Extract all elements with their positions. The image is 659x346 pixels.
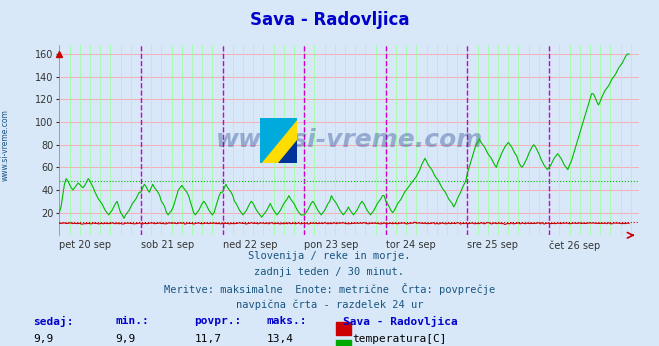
Text: Sava - Radovljica: Sava - Radovljica	[343, 316, 457, 327]
Text: Meritve: maksimalne  Enote: metrične  Črta: povprečje: Meritve: maksimalne Enote: metrične Črta…	[164, 283, 495, 295]
Text: pet 20 sep: pet 20 sep	[59, 240, 111, 251]
Text: povpr.:: povpr.:	[194, 316, 242, 326]
Text: zadnji teden / 30 minut.: zadnji teden / 30 minut.	[254, 267, 405, 277]
Text: navpična črta - razdelek 24 ur: navpična črta - razdelek 24 ur	[236, 300, 423, 310]
Text: tor 24 sep: tor 24 sep	[386, 240, 436, 251]
Polygon shape	[260, 118, 297, 163]
Text: min.:: min.:	[115, 316, 149, 326]
Text: pon 23 sep: pon 23 sep	[304, 240, 358, 251]
Text: sob 21 sep: sob 21 sep	[141, 240, 194, 251]
Text: sedaj:: sedaj:	[33, 316, 73, 327]
Text: 9,9: 9,9	[115, 334, 136, 344]
Text: čet 26 sep: čet 26 sep	[549, 240, 600, 251]
Bar	[336, 340, 351, 346]
Text: 13,4: 13,4	[267, 334, 294, 344]
Text: www.si-vreme.com: www.si-vreme.com	[215, 128, 483, 152]
Text: Sava - Radovljica: Sava - Radovljica	[250, 11, 409, 29]
Text: maks.:: maks.:	[267, 316, 307, 326]
Text: sre 25 sep: sre 25 sep	[467, 240, 519, 251]
Text: Slovenija / reke in morje.: Slovenija / reke in morje.	[248, 251, 411, 261]
Text: 9,9: 9,9	[33, 334, 53, 344]
Polygon shape	[260, 118, 297, 163]
Bar	[336, 322, 351, 335]
Text: ned 22 sep: ned 22 sep	[223, 240, 277, 251]
Text: 11,7: 11,7	[194, 334, 221, 344]
Text: www.si-vreme.com: www.si-vreme.com	[1, 109, 10, 181]
Polygon shape	[279, 140, 297, 163]
Text: temperatura[C]: temperatura[C]	[353, 334, 447, 344]
